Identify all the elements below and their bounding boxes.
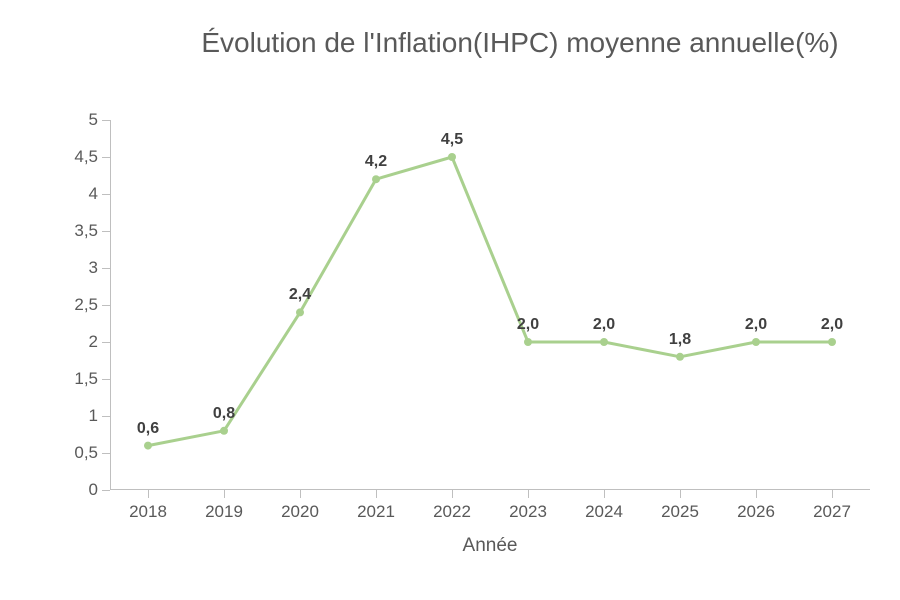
x-tick-label: 2019 [205, 490, 243, 522]
data-label: 2,0 [517, 316, 539, 334]
data-label: 2,0 [821, 316, 843, 334]
x-tick-label: 2026 [737, 490, 775, 522]
x-tick-label: 2025 [661, 490, 699, 522]
x-tick-label: 2022 [433, 490, 471, 522]
y-tick-label: 4,5 [74, 147, 110, 167]
inflation-line-chart: Évolution de l'Inflation(IHPC) moyenne a… [0, 0, 900, 600]
plot-area: 00,511,522,533,544,552018201920202021202… [110, 120, 870, 490]
data-label: 4,5 [441, 131, 463, 149]
data-label: 2,4 [289, 286, 311, 304]
x-tick-label: 2024 [585, 490, 623, 522]
y-tick-label: 3,5 [74, 221, 110, 241]
y-tick-label: 4 [89, 184, 110, 204]
x-tick-label: 2020 [281, 490, 319, 522]
x-tick-label: 2018 [129, 490, 167, 522]
y-tick-label: 3 [89, 258, 110, 278]
x-tick-label: 2023 [509, 490, 547, 522]
y-tick-label: 5 [89, 110, 110, 130]
y-tick-label: 0 [89, 480, 110, 500]
data-label: 4,2 [365, 153, 387, 171]
x-tick-label: 2027 [813, 490, 851, 522]
x-tick-label: 2021 [357, 490, 395, 522]
data-label: 2,0 [593, 316, 615, 334]
y-tick-label: 1,5 [74, 369, 110, 389]
chart-title: Évolution de l'Inflation(IHPC) moyenne a… [0, 25, 900, 60]
data-label: 0,6 [137, 420, 159, 438]
y-tick-label: 0,5 [74, 443, 110, 463]
data-label: 2,0 [745, 316, 767, 334]
data-label: 0,8 [213, 405, 235, 423]
data-label: 1,8 [669, 331, 691, 349]
y-tick-label: 2,5 [74, 295, 110, 315]
x-axis-title: Année [110, 535, 870, 557]
y-tick-label: 1 [89, 406, 110, 426]
y-tick-label: 2 [89, 332, 110, 352]
line-series [110, 120, 870, 490]
